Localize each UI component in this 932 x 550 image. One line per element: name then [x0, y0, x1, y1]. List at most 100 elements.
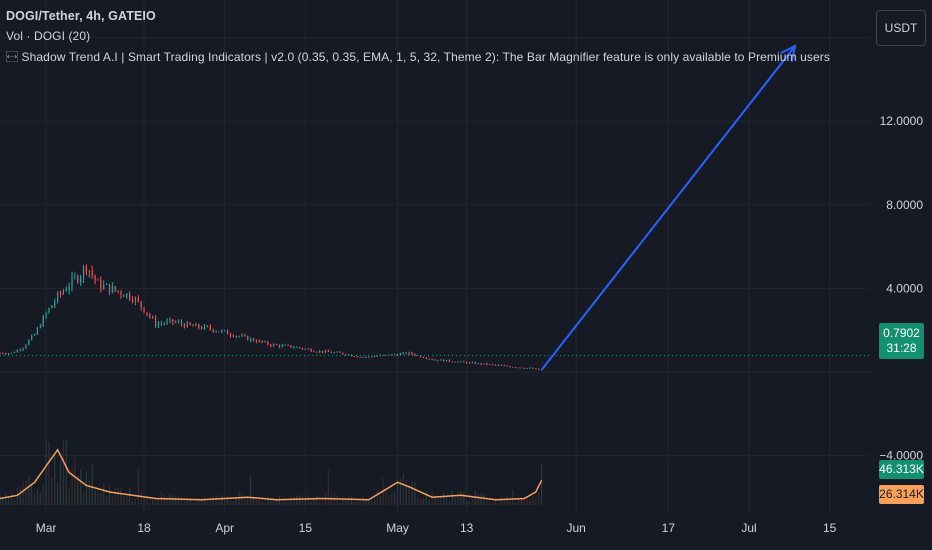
volume-bar	[394, 491, 396, 505]
volume-bar	[371, 499, 373, 505]
candle-body	[244, 335, 246, 337]
x-tick-label: Mar	[36, 521, 57, 535]
candle-body	[10, 352, 13, 354]
volume-bar	[192, 502, 194, 505]
volume-bar	[134, 498, 136, 505]
candle-body	[310, 349, 312, 352]
candle-body	[51, 305, 53, 309]
x-axis[interactable]: Mar 18 Apr 15 May 13 Jun 17 Jul 15	[36, 521, 837, 535]
volume-bar	[347, 496, 350, 505]
candle-body	[385, 354, 387, 356]
candle-body	[437, 359, 439, 361]
candle-body	[417, 355, 419, 357]
candle-body	[94, 275, 96, 280]
candle-body	[252, 338, 255, 341]
candle-body	[356, 356, 358, 358]
volume-bar	[512, 490, 514, 505]
candle-body	[137, 297, 139, 302]
volume-bar	[218, 501, 220, 505]
volume-bar	[126, 493, 128, 505]
volume-bar	[120, 487, 122, 505]
candle-body	[108, 283, 111, 293]
candle-body	[454, 361, 456, 363]
volume-bar	[97, 491, 99, 505]
volume-bar	[189, 498, 191, 505]
candle-body	[273, 344, 275, 347]
candle-body	[304, 348, 306, 350]
candle-body	[195, 324, 197, 327]
volume-bar	[396, 479, 399, 505]
candle-body	[192, 325, 194, 327]
candle-body	[28, 339, 30, 345]
candle-body	[16, 349, 18, 353]
candle-body	[105, 283, 108, 285]
candle-body	[48, 308, 50, 313]
candle-body	[431, 359, 433, 360]
candle-body	[445, 359, 448, 362]
candle-body	[65, 290, 67, 291]
volume-bar	[460, 490, 462, 505]
volume-bar	[411, 481, 413, 505]
candle-body	[33, 334, 36, 336]
candle-body	[382, 355, 384, 356]
candle-body	[293, 347, 295, 349]
volume-bar	[143, 498, 145, 505]
volume-bar	[322, 501, 324, 505]
volume-bar	[419, 498, 422, 505]
candle-body	[71, 276, 73, 287]
volume-bar	[0, 495, 1, 505]
arrow-shaft[interactable]	[540, 45, 796, 371]
volume-bar	[131, 500, 134, 505]
volume-bar	[316, 495, 318, 505]
candle-body	[42, 316, 44, 327]
candle-body	[238, 336, 240, 337]
candle-body	[131, 299, 134, 302]
volume-bar	[264, 502, 266, 505]
volume-bar	[506, 495, 508, 505]
currency-button[interactable]: USDT	[876, 10, 926, 46]
volume-bar	[538, 492, 540, 505]
projection-arrow[interactable]	[540, 44, 797, 371]
volume-bar	[19, 487, 21, 505]
legend-symbol[interactable]: DOGI/Tether, 4h, GATEIO	[6, 9, 156, 23]
volume-bar	[255, 499, 257, 505]
volume-bar	[152, 499, 154, 505]
candle-body	[218, 331, 220, 333]
legend-volume[interactable]: Vol · DOGI (20)	[6, 29, 91, 43]
candle-body	[212, 329, 214, 332]
volume-bar	[443, 492, 445, 505]
candle-body	[278, 344, 281, 347]
volume-bar	[103, 483, 105, 505]
volume-bar	[13, 500, 16, 505]
candle-body	[359, 356, 361, 358]
candle-body	[538, 368, 540, 370]
candle-body	[419, 355, 422, 358]
volume-bar	[100, 492, 102, 505]
volume-bar	[428, 499, 430, 505]
candle-body	[169, 319, 171, 321]
volume-bar	[454, 498, 456, 505]
volume-bar	[270, 499, 272, 505]
volume-bar	[16, 487, 18, 505]
candle-body	[342, 352, 344, 355]
volume-bar	[414, 482, 416, 505]
candle-body	[8, 353, 10, 355]
candle-body	[45, 312, 47, 317]
volume-bar	[336, 494, 338, 505]
volume-bar	[509, 501, 511, 505]
candle-body	[160, 323, 162, 325]
candle-body	[494, 364, 497, 366]
candle-body	[80, 277, 82, 282]
x-tick-label: 18	[137, 521, 151, 535]
volume-bar	[85, 471, 88, 505]
volume-bar	[339, 502, 341, 505]
candle-body	[373, 356, 376, 358]
arrow-head[interactable]	[780, 44, 797, 62]
volume-bar	[273, 498, 275, 505]
legend-indicator[interactable]: ⿾ Shadow Trend A.I | Smart Trading Indic…	[6, 50, 830, 64]
candle-body	[39, 326, 41, 328]
candle-body	[520, 367, 523, 369]
volume-bar	[8, 497, 10, 505]
